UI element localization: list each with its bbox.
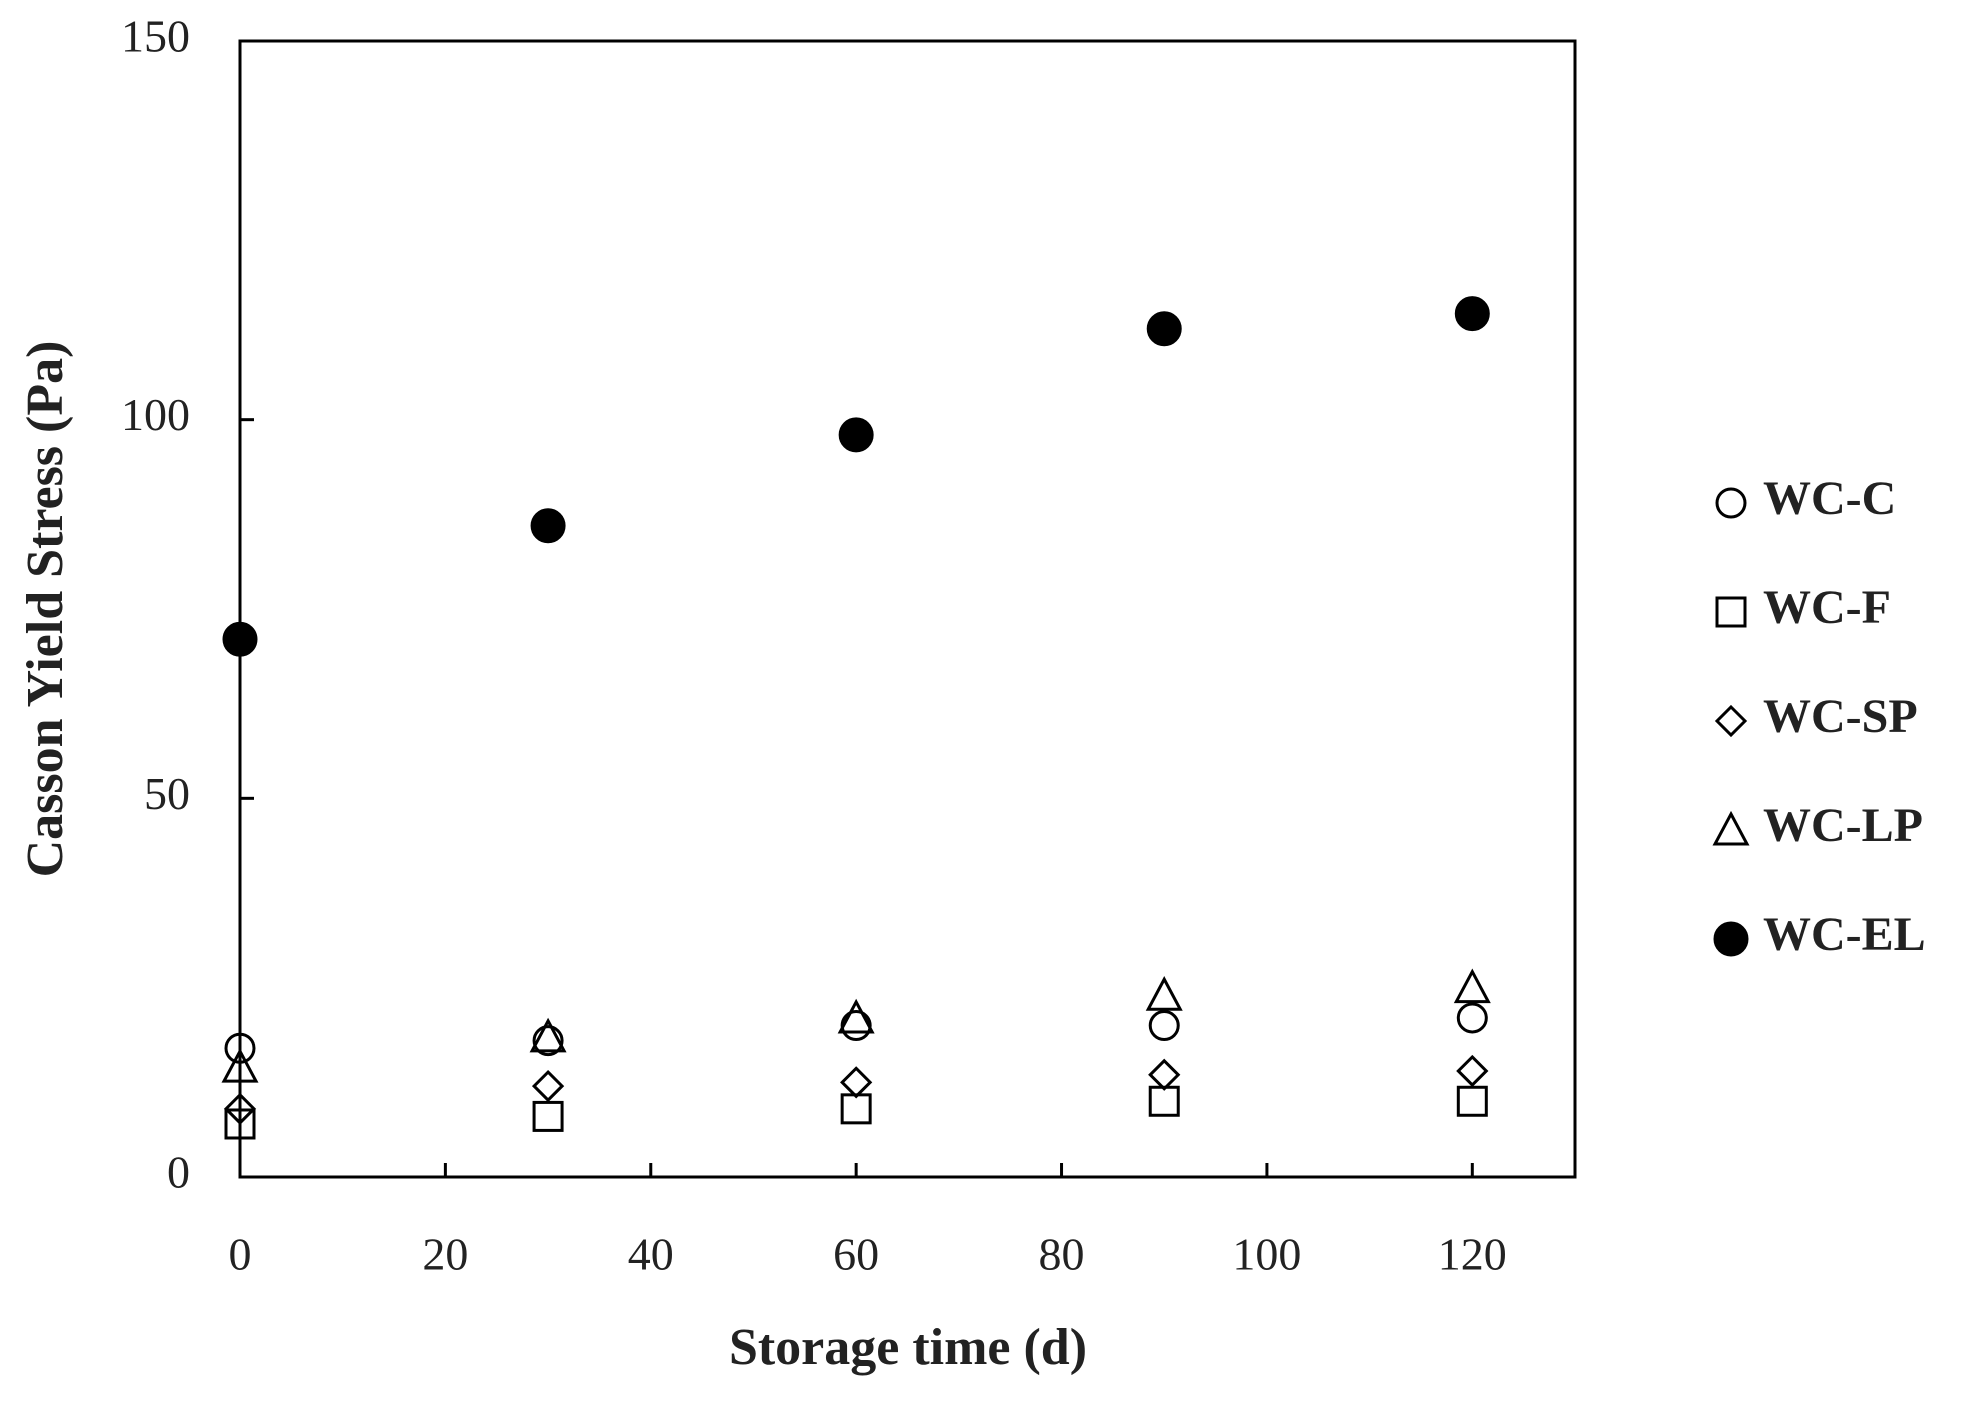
data-point (1456, 1002, 1488, 1034)
x-tick-label: 120 (1438, 1229, 1507, 1280)
data-point (532, 1025, 564, 1057)
legend-marker (1713, 921, 1749, 957)
data-point (531, 1069, 565, 1103)
data-point (1148, 1010, 1180, 1042)
y-tick-label: 100 (121, 389, 190, 440)
data-point (530, 508, 566, 544)
data-point (529, 1017, 567, 1053)
x-tick-label: 0 (229, 1229, 252, 1280)
legend-marker (1712, 810, 1750, 846)
data-point (1456, 1054, 1489, 1088)
y-tick-label: 50 (144, 768, 190, 819)
data-point (1454, 296, 1490, 332)
data-point (838, 417, 874, 453)
legend-label: WC-C (1763, 472, 1896, 525)
data-point (224, 1032, 256, 1064)
data-point (222, 621, 258, 657)
y-tick-label: 0 (167, 1147, 190, 1198)
data-point (223, 1092, 257, 1125)
data-point (837, 998, 875, 1034)
x-tick-label: 80 (1039, 1229, 1085, 1280)
data-point (532, 1100, 564, 1132)
legend-label: WC-SP (1763, 690, 1918, 743)
x-axis-title: Storage time (d) (729, 1319, 1087, 1376)
legend-marker (1715, 596, 1747, 628)
data-point (1148, 1085, 1180, 1117)
data-point (840, 1066, 873, 1099)
legend-label: WC-F (1763, 581, 1891, 634)
legend-label: WC-EL (1763, 908, 1926, 961)
data-point (221, 1047, 259, 1083)
y-axis-title: Casson Yield Stress (Pa) (17, 341, 74, 878)
legend-marker (1715, 487, 1747, 519)
x-tick-label: 60 (833, 1229, 879, 1280)
legend-marker (1714, 704, 1748, 738)
x-tick-label: 20 (422, 1229, 468, 1280)
data-point (840, 1010, 872, 1042)
data-point (1148, 1058, 1181, 1091)
data-point (1146, 311, 1182, 347)
x-tick-label: 100 (1232, 1229, 1301, 1280)
data-point (1456, 1085, 1488, 1117)
data-point (1453, 968, 1491, 1004)
x-tick-label: 40 (628, 1229, 674, 1280)
plot-frame (238, 39, 1577, 1179)
legend-label: WC-LP (1763, 799, 1923, 852)
y-tick-label: 150 (121, 11, 190, 62)
data-point (224, 1108, 256, 1140)
data-point (1145, 976, 1183, 1011)
data-point (840, 1093, 872, 1125)
